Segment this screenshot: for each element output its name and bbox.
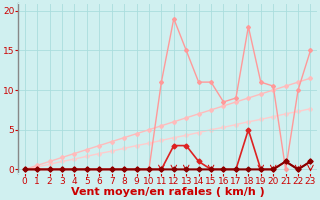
X-axis label: Vent moyen/en rafales ( km/h ): Vent moyen/en rafales ( km/h ) xyxy=(71,187,264,197)
